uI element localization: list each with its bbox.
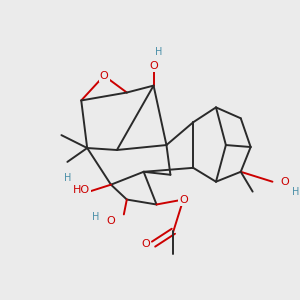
Text: O: O <box>179 194 188 205</box>
Text: H: H <box>92 212 99 222</box>
Text: HO: HO <box>73 184 90 195</box>
Text: H: H <box>155 47 162 57</box>
Text: H: H <box>64 173 71 183</box>
Text: O: O <box>106 216 115 226</box>
Text: O: O <box>280 177 289 187</box>
Text: H: H <box>292 187 300 196</box>
Text: O: O <box>100 71 108 81</box>
Text: O: O <box>141 239 150 249</box>
Text: O: O <box>149 61 158 71</box>
